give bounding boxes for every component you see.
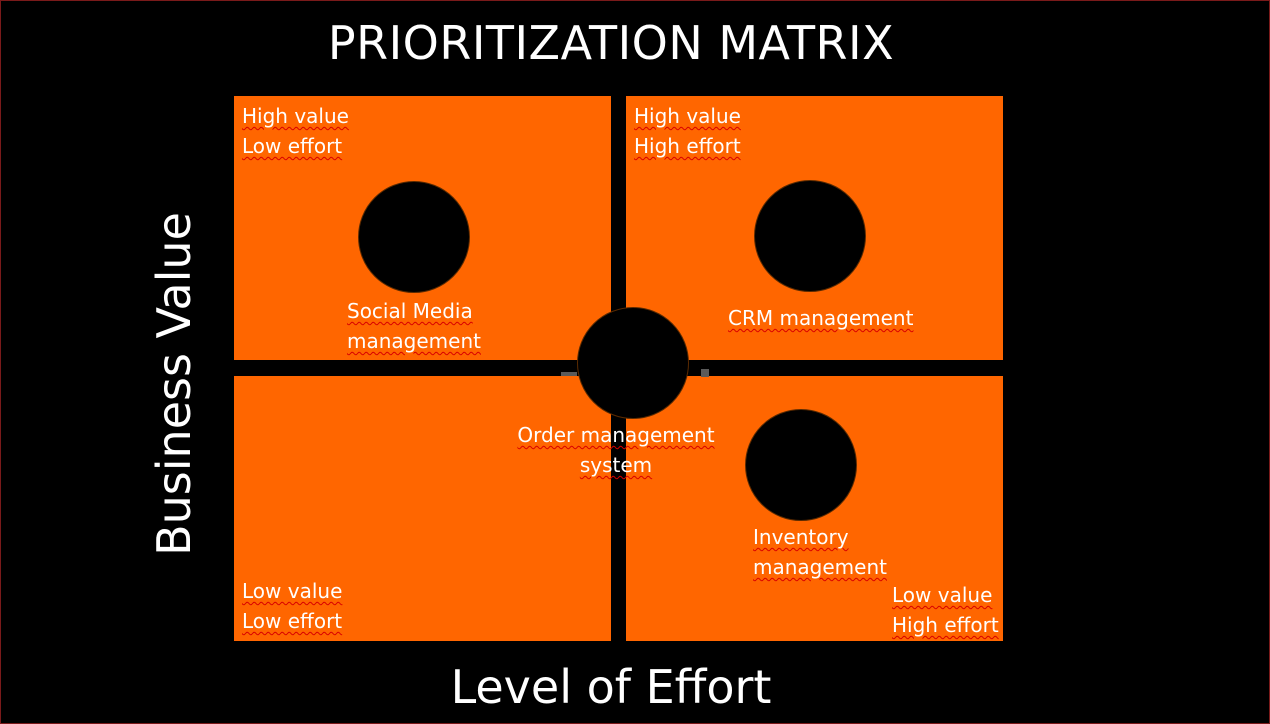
quadrant-low-value-low-effort	[234, 376, 611, 641]
item-label-line: Social Media	[347, 299, 473, 323]
quadrant-label-line: High effort	[892, 613, 999, 637]
item-label-line: management	[347, 329, 481, 353]
item-label-line: system	[579, 453, 653, 477]
y-axis-label: Business Value	[147, 212, 201, 556]
item-marker-inventory	[745, 409, 857, 521]
quadrant-label-line: High value	[634, 104, 741, 128]
item-marker-crm	[754, 180, 866, 292]
x-axis-label: Level of Effort	[361, 657, 861, 717]
quadrant-label-line: Low value	[242, 579, 343, 603]
item-label-line: Order management	[517, 423, 715, 447]
item-label-crm: CRM management	[728, 303, 913, 333]
center-artifact-left	[561, 372, 577, 376]
quadrant-label-line: High value	[242, 104, 349, 128]
x-axis-label-text: Level of Effort	[450, 660, 772, 714]
page-title: PRIORITIZATION MATRIX	[327, 16, 895, 70]
center-artifact-right	[701, 369, 709, 377]
quadrant-label-top-left: High value Low effort	[242, 101, 349, 161]
item-marker-social-media	[358, 181, 470, 293]
item-marker-order-management	[577, 307, 689, 419]
item-label-inventory: Inventory management	[753, 522, 887, 582]
item-label-line: Inventory	[753, 525, 849, 549]
quadrant-label-bottom-right: Low value High effort	[892, 580, 999, 640]
quadrant-label-top-right: High value High effort	[634, 101, 741, 161]
quadrant-label-bottom-left: Low value Low effort	[242, 576, 342, 636]
item-label-line: management	[753, 555, 887, 579]
quadrant-label-line: High effort	[634, 134, 741, 158]
item-label-order-management: Order management system	[496, 420, 736, 480]
quadrant-label-line: Low value	[892, 583, 993, 607]
quadrant-label-line: Low effort	[242, 134, 343, 158]
item-label-social-media: Social Media management	[347, 296, 481, 356]
quadrant-label-line: Low effort	[242, 609, 343, 633]
item-label-line: CRM management	[728, 306, 914, 330]
